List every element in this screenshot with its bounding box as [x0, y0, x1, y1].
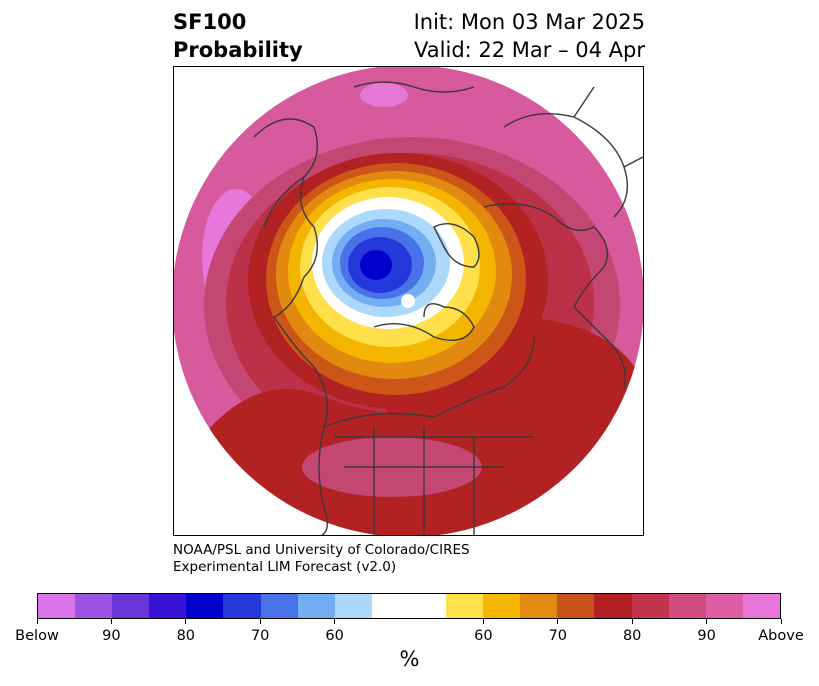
field-magenta-north [360, 83, 408, 107]
colorbar-bin [371, 594, 409, 618]
colorbar [37, 593, 781, 619]
colorbar-tick-mark [482, 619, 484, 624]
title-block-right: Init: Mon 03 Mar 2025 Valid: 22 Mar – 04… [414, 8, 645, 64]
title-block-left: SF100 Probability [173, 8, 303, 64]
colorbar-bin [705, 594, 743, 618]
colorbar-bin [149, 594, 187, 618]
colorbar-tick-label: 80 [622, 628, 642, 644]
colorbar-tick-label: 70 [548, 628, 568, 644]
colorbar-bin [742, 594, 780, 618]
colorbar-bin [668, 594, 706, 618]
colorbar-tick-mark [631, 619, 633, 624]
colorbar-tick-label: 60 [325, 628, 344, 644]
colorbar-tick-label: 60 [474, 628, 493, 644]
colorbar-tick-label: 90 [697, 628, 716, 644]
credit-line-2: Experimental LIM Forecast (v2.0) [173, 559, 397, 575]
colorbar-bin [75, 594, 113, 618]
colorbar-bin [297, 594, 335, 618]
colorbar-bin [260, 594, 298, 618]
colorbar-bin [594, 594, 632, 618]
valid-range: Valid: 22 Mar – 04 Apr [414, 38, 645, 62]
pole-hole [401, 294, 415, 308]
colorbar-tick-mark [36, 619, 38, 624]
credit-block: NOAA/PSL and University of Colorado/CIRE… [173, 542, 470, 576]
probability-field [174, 67, 643, 535]
colorbar-bin [334, 594, 372, 618]
colorbar-tick-mark [259, 619, 261, 624]
colorbar-tick-label: 70 [250, 628, 270, 644]
colorbar-tick-label: 90 [102, 628, 121, 644]
colorbar-tick-label: 80 [176, 628, 196, 644]
colorbar-bin [520, 594, 558, 618]
colorbar-bin [186, 594, 224, 618]
probability-map [174, 67, 643, 535]
variable-title: SF100 [173, 10, 247, 34]
colorbar-tick-mark [706, 619, 708, 624]
colorbar-bin [446, 594, 484, 618]
colorbar-bin [112, 594, 150, 618]
colorbar-tick-mark [557, 619, 559, 624]
colorbar-bin [38, 594, 76, 618]
product-title: Probability [173, 38, 303, 62]
colorbar-tick-mark [185, 619, 187, 624]
colorbar-tick-label: Above [758, 628, 804, 644]
colorbar-bin [557, 594, 595, 618]
colorbar-bin [223, 594, 261, 618]
coastlines [253, 81, 643, 535]
init-date: Init: Mon 03 Mar 2025 [413, 10, 645, 34]
map-panel [173, 66, 644, 536]
colorbar-tick-mark [110, 619, 112, 624]
colorbar-bin [483, 594, 521, 618]
field-core-navy [360, 250, 392, 280]
colorbar-bin [631, 594, 669, 618]
colorbar-units: % [399, 647, 420, 671]
colorbar-ticks: Below 90 80 70 60 60 70 80 90 Above [0, 619, 819, 649]
colorbar-tick-mark [334, 619, 336, 624]
colorbar-tick-mark [780, 619, 782, 624]
colorbar-bin [408, 594, 447, 618]
colorbar-tick-label: Below [15, 628, 59, 644]
credit-line-1: NOAA/PSL and University of Colorado/CIRE… [173, 542, 470, 558]
